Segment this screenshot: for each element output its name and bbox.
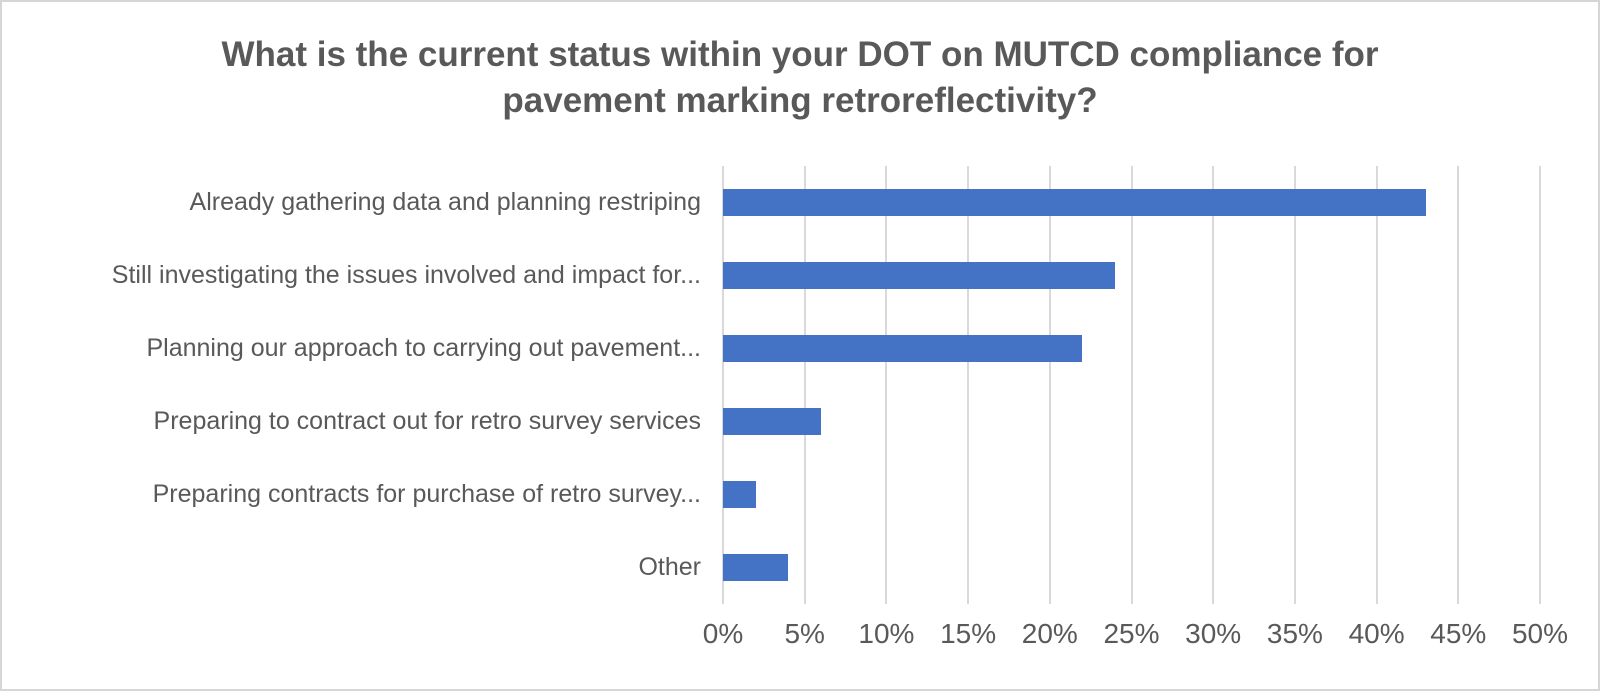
bar <box>723 262 1116 290</box>
x-tick-label: 20% <box>1021 618 1078 650</box>
gridline <box>1293 166 1296 605</box>
plot-area <box>722 166 1541 605</box>
gridline <box>1375 166 1378 605</box>
gridline <box>1539 166 1541 605</box>
bar <box>723 408 822 436</box>
gridline <box>1130 166 1133 605</box>
gridline <box>722 166 724 605</box>
x-tick-label: 10% <box>858 618 915 650</box>
gridline <box>1048 166 1051 605</box>
category-label: Preparing to contract out for retro surv… <box>153 407 701 436</box>
plot-column: 0% 5% 10% 15% 20% 25% 30% 35% 40% 45% 50% <box>703 166 1568 664</box>
gridline <box>885 166 888 605</box>
category-label: Planning our approach to carrying out pa… <box>146 334 701 363</box>
chart-body: Already gathering data and planning rest… <box>2 166 1598 664</box>
chart-title: What is the current status within your D… <box>221 35 1379 121</box>
gridline <box>803 166 806 605</box>
bar <box>723 554 789 582</box>
x-tick-label: 45% <box>1430 618 1487 650</box>
x-tick-label: 5% <box>784 618 825 650</box>
gridline <box>1212 166 1215 605</box>
bar <box>723 189 1426 217</box>
gridline <box>1457 166 1460 605</box>
x-tick-label: 15% <box>940 618 997 650</box>
x-tick-label: 25% <box>1103 618 1160 650</box>
x-tick-label: 30% <box>1185 618 1242 650</box>
x-tick-label: 50% <box>1511 618 1569 650</box>
x-tick-label: 35% <box>1266 618 1323 650</box>
category-axis: Already gathering data and planning rest… <box>2 166 723 664</box>
category-label: Still investigating the issues involved … <box>111 261 701 290</box>
x-tick-label: 40% <box>1348 618 1405 650</box>
category-label: Already gathering data and planning rest… <box>189 188 701 217</box>
x-axis: 0% 5% 10% 15% 20% 25% 30% 35% 40% 45% 50% <box>703 618 1568 664</box>
category-label: Other <box>638 553 701 582</box>
bar <box>723 481 756 509</box>
gridline <box>967 166 970 605</box>
x-tick-label: 0% <box>702 618 744 650</box>
category-label: Preparing contracts for purchase of retr… <box>152 480 701 509</box>
bar <box>723 335 1083 363</box>
